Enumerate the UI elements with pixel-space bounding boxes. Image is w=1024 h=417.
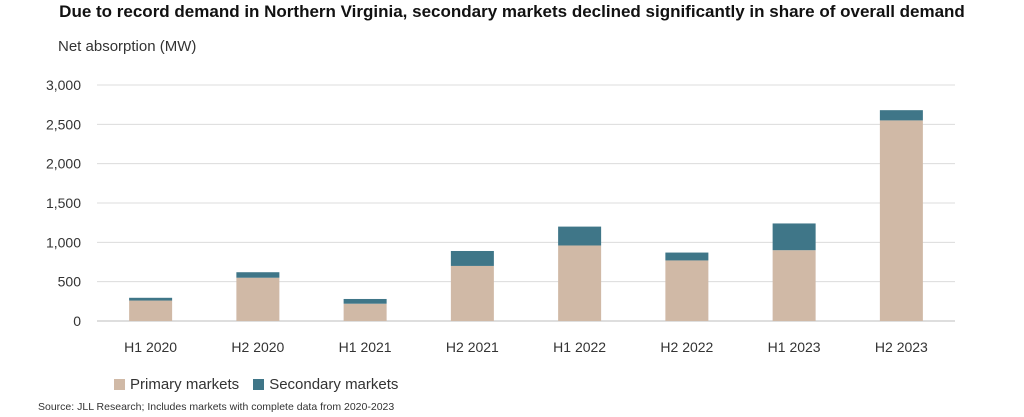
x-tick-label: H1 2022	[553, 339, 606, 355]
x-tick-label: H2 2020	[231, 339, 284, 355]
x-tick-labels: H1 2020 H2 2020 H1 2021 H2 2021 H1 2022 H2 20…	[124, 339, 928, 355]
bar-secondary	[343, 298, 387, 304]
bar-primary	[665, 260, 709, 321]
chart-title: Due to record demand in Northern Virgini…	[59, 2, 965, 21]
bar-secondary	[879, 110, 923, 121]
bar-primary	[129, 300, 173, 321]
bar-primary	[450, 265, 494, 321]
legend-label-secondary: Secondary markets	[269, 376, 399, 393]
bar-primary	[879, 120, 923, 322]
bars	[129, 110, 923, 322]
bar-secondary	[450, 250, 494, 266]
x-tick-label: H2 2022	[660, 339, 713, 355]
y-tick-label: 1,500	[46, 195, 81, 211]
bar-secondary	[772, 223, 816, 251]
y-tick-label: 2,000	[46, 156, 81, 172]
legend-label-primary: Primary markets	[130, 376, 240, 393]
y-tick-label: 0	[73, 313, 81, 329]
x-tick-label: H2 2023	[875, 339, 928, 355]
y-tick-labels: 0 500 1,000 1,500 2,000 2,500 3,000	[46, 77, 81, 329]
x-tick-label: H1 2020	[124, 339, 177, 355]
x-tick-label: H1 2021	[339, 339, 392, 355]
bar-primary	[558, 245, 602, 321]
y-tick-label: 2,500	[46, 116, 81, 132]
source-note: Source: JLL Research; Includes markets w…	[38, 401, 395, 413]
y-tick-label: 1,000	[46, 234, 81, 250]
legend-item-primary: Primary markets	[114, 376, 239, 393]
y-tick-label: 500	[58, 274, 82, 290]
y-axis-label: Net absorption (MW)	[58, 38, 197, 55]
legend-swatch-secondary	[253, 379, 265, 390]
bar-secondary	[665, 252, 709, 261]
bar-primary	[236, 277, 280, 321]
bar-secondary	[129, 297, 173, 301]
legend-swatch-primary	[114, 379, 125, 390]
bar-secondary	[558, 226, 602, 246]
bar-primary	[772, 250, 816, 321]
legend-item-secondary: Secondary markets	[253, 376, 398, 393]
bar-primary	[343, 303, 387, 321]
legend: Primary markets Secondary markets	[114, 376, 398, 393]
bar-secondary	[236, 272, 280, 278]
gridlines	[97, 84, 955, 322]
x-tick-label: H1 2023	[768, 339, 821, 355]
y-tick-label: 3,000	[46, 77, 81, 93]
x-tick-label: H2 2021	[446, 339, 499, 355]
